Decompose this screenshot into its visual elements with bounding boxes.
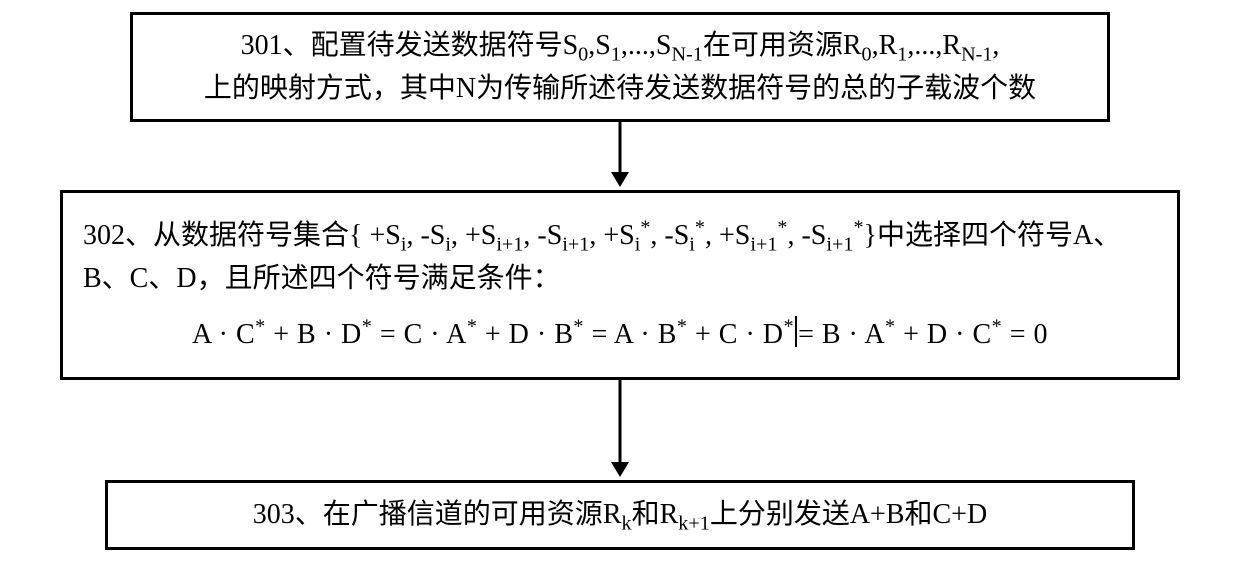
step-303-joiner: 和 [632, 499, 660, 530]
step-301-prefix: 301、配置待发送数据符号 [241, 30, 563, 61]
arrow-2-line [619, 380, 622, 462]
step-302-equation: A · C* + B · D* = C · A* + D · B* = A · … [83, 313, 1157, 356]
step-303-box: 303、在广播信道的可用资源Rk和Rk+1上分别发送A+B和C+D [105, 480, 1135, 550]
step-302-text: 302、从数据符号集合{ +Si, -Si, +Si+1, -Si+1, +Si… [83, 214, 1157, 301]
step-302-symbol-set: +Si, -Si, +Si+1, -Si+1, +Si*, -Si*, +Si+… [362, 220, 863, 251]
step-303-line: 303、在广播信道的可用资源Rk和Rk+1上分别发送A+B和C+D [253, 493, 987, 536]
text-cursor [795, 316, 797, 347]
step-303-prefix: 303、在广播信道的可用资源 [253, 499, 603, 530]
step-301-line1: 301、配置待发送数据符号S0,S1,...,SN-1在可用资源R0,R1,..… [241, 24, 1000, 67]
arrow-1-head [611, 172, 629, 187]
step-302-box: 302、从数据符号集合{ +Si, -Si, +Si+1, -Si+1, +Si… [60, 190, 1180, 380]
flowchart-canvas: 301、配置待发送数据符号S0,S1,...,SN-1在可用资源R0,R1,..… [0, 0, 1240, 588]
step-301-line2: 上的映射方式，其中N为传输所述待发送数据符号的总的子载波个数 [204, 67, 1036, 110]
arrow-2-head [611, 462, 629, 477]
step-303-R2: Rk+1 [660, 499, 710, 530]
step-301-box: 301、配置待发送数据符号S0,S1,...,SN-1在可用资源R0,R1,..… [130, 12, 1110, 122]
step-301-symbols-R: R0,R1,...,RN-1 [843, 30, 993, 61]
step-302-prefix: 302、从数据符号集合{ [83, 220, 362, 251]
arrow-1-line [619, 122, 622, 172]
step-301-symbols-S: S0,S1,...,SN-1 [563, 30, 703, 61]
step-301-mid1: 在可用资源 [703, 30, 843, 61]
step-303-mid: 上分别发送A+B和C+D [710, 499, 987, 530]
step-301-suffix1: , [992, 30, 999, 61]
step-303-R: Rk [603, 499, 632, 530]
